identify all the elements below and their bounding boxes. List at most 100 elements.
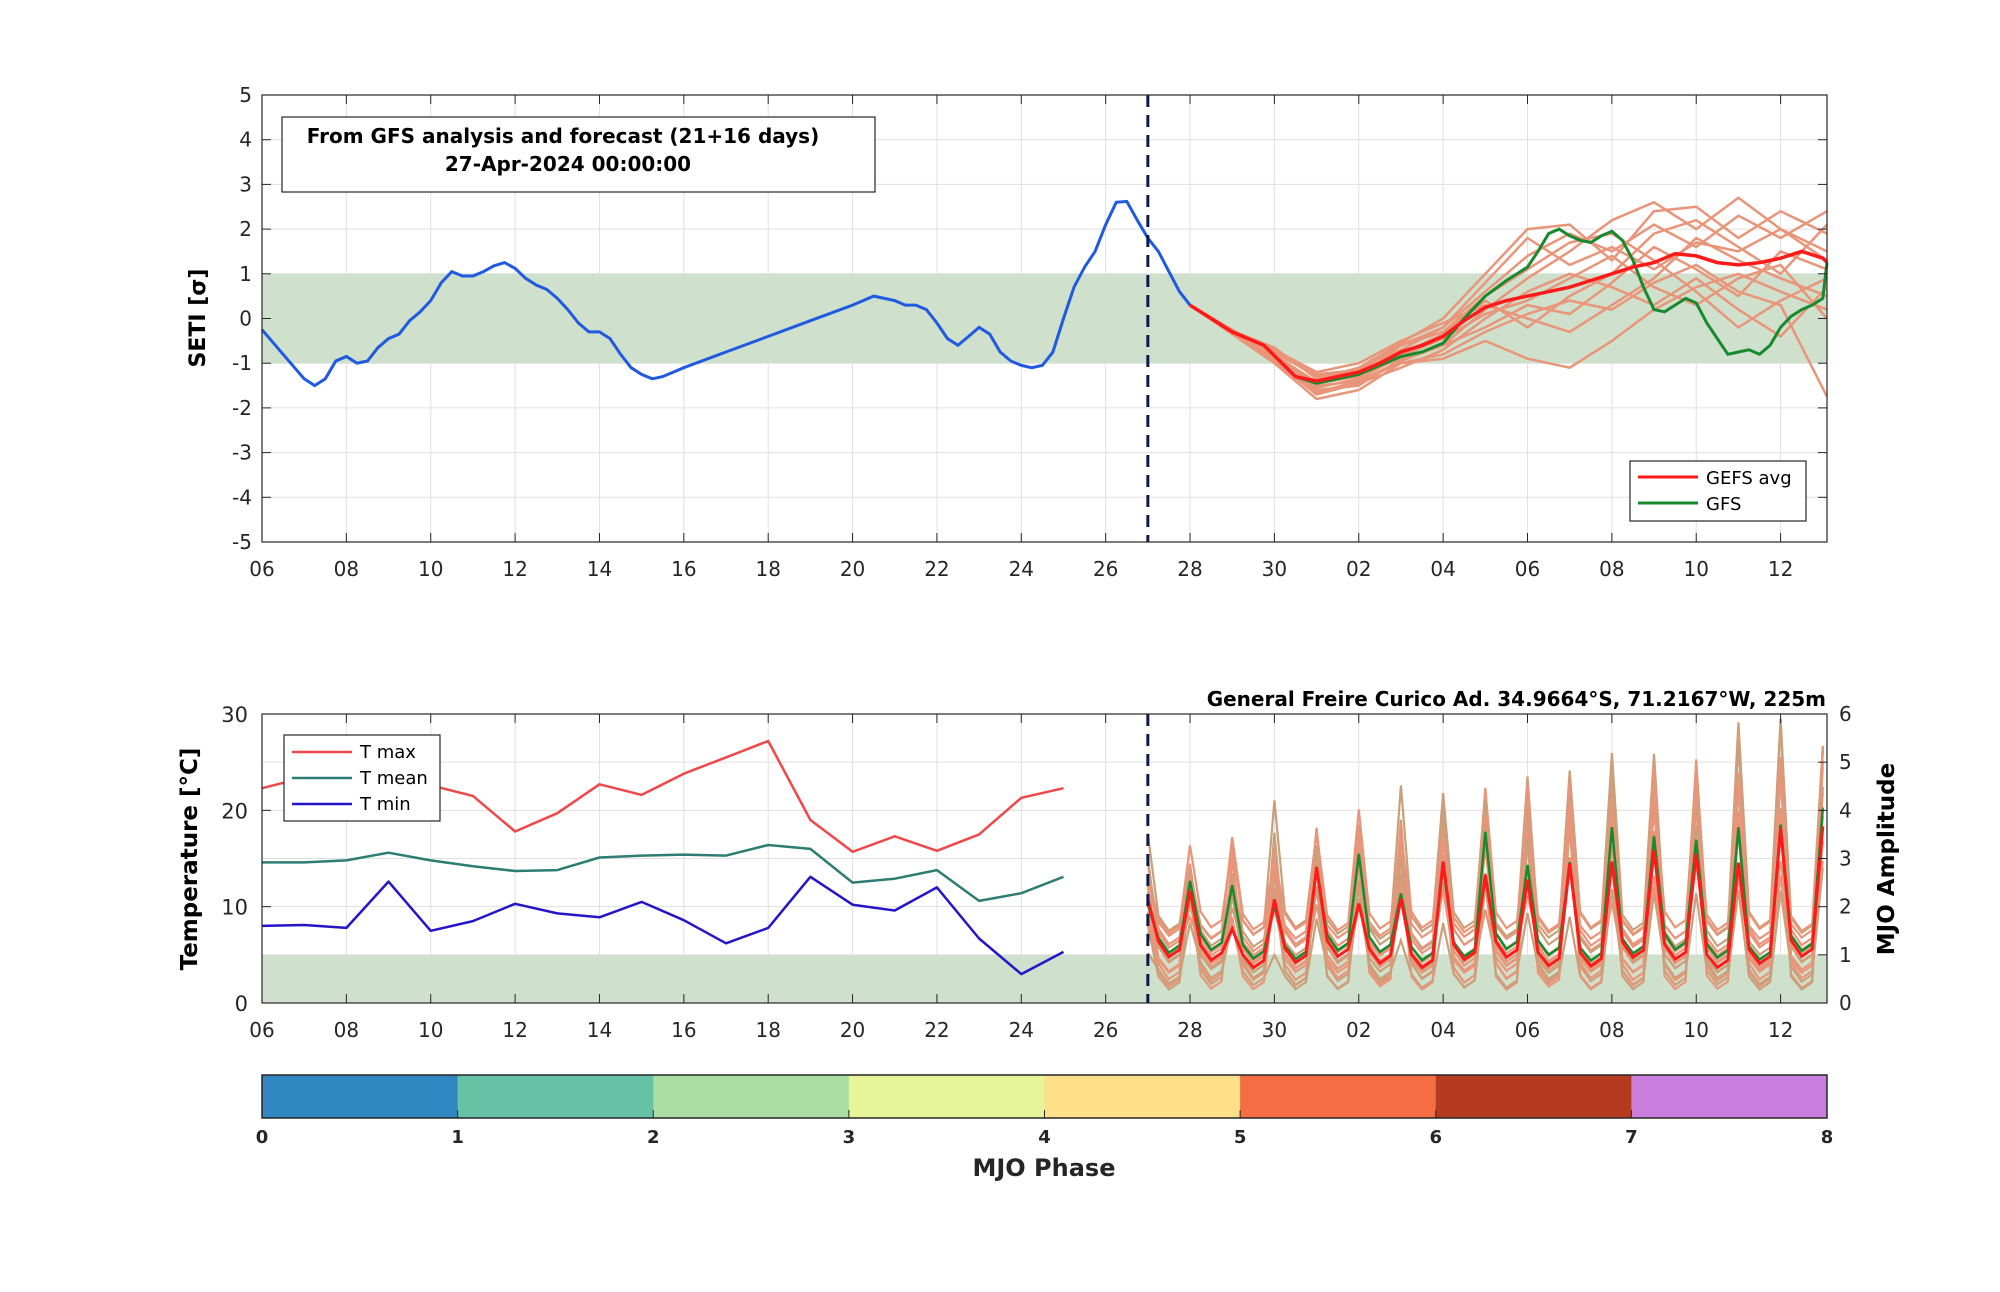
seti-y-axis-label: SETI [σ] xyxy=(186,269,211,368)
seti-ensemble-members xyxy=(1189,196,1829,401)
mjo-y-tick-label: 2 xyxy=(1839,895,1852,919)
temperature-x-tick-label: 26 xyxy=(1093,1018,1118,1042)
colorbar-cell xyxy=(1044,1075,1241,1118)
seti-y-tick-label: 1 xyxy=(239,262,252,286)
temperature-x-tick-label: 14 xyxy=(587,1018,612,1042)
seti-x-tick-label: 28 xyxy=(1177,557,1202,581)
seti-x-tick-label: 14 xyxy=(587,557,612,581)
mjo-y-tick-label: 5 xyxy=(1839,750,1852,774)
colorbar-tick-label: 2 xyxy=(647,1127,660,1148)
seti-y-tick-label: 2 xyxy=(239,217,252,241)
seti-x-tick-label: 26 xyxy=(1093,557,1118,581)
temperature-x-tick-label: 24 xyxy=(1009,1018,1034,1042)
legend-label-tmean: T mean xyxy=(359,768,428,789)
temperature-x-tick-label: 22 xyxy=(924,1018,949,1042)
seti-y-ticks: 5 4 3 2 1 0 -1 -2 -3 -4 -5 xyxy=(232,83,1827,554)
seti-info-box: From GFS analysis and forecast (21+16 da… xyxy=(281,116,876,193)
seti-ensemble-member-line xyxy=(1189,232,1828,376)
colorbar-tick-label: 4 xyxy=(1038,1127,1051,1148)
temperature-y-tick-label: 10 xyxy=(221,896,248,920)
seti-y-tick-label: -3 xyxy=(232,441,252,465)
legend-label-gfs: GFS xyxy=(1706,494,1741,515)
tmin-line xyxy=(261,875,1065,976)
temperature-y-tick-label: 0 xyxy=(235,992,248,1016)
colorbar-tick-label: 8 xyxy=(1821,1127,1834,1148)
colorbar-tick-label: 3 xyxy=(843,1127,856,1148)
temperature-x-tick-label: 10 xyxy=(418,1018,443,1042)
temperature-x-tick-label: 04 xyxy=(1430,1018,1455,1042)
mjo-y-tick-label: 0 xyxy=(1839,991,1852,1015)
colorbar-cell xyxy=(262,1075,459,1118)
colorbar-tick-label: 0 xyxy=(256,1127,269,1148)
mjo-amplitude-axis-label: MJO Amplitude xyxy=(1874,763,1900,955)
temperature-x-tick-label: 08 xyxy=(1599,1018,1624,1042)
seti-x-tick-label: 18 xyxy=(755,557,780,581)
seti-x-tick-label: 22 xyxy=(924,557,949,581)
seti-ensemble-member-line xyxy=(1189,254,1828,390)
mjo-ensemble-member-line xyxy=(1146,752,1824,975)
seti-x-tick-label: 10 xyxy=(1684,557,1709,581)
mjo-gefs-avg-line xyxy=(1146,826,1825,970)
seti-y-tick-label: 3 xyxy=(239,172,252,196)
temperature-legend: T max T mean T min xyxy=(283,734,441,822)
info-box-frame xyxy=(281,116,876,193)
colorbar-cell xyxy=(653,1075,850,1118)
colorbar-cell xyxy=(457,1075,654,1118)
seti-x-tick-label: 10 xyxy=(418,557,443,581)
mjo-phase-colorbar: 0 1 2 3 4 5 6 7 8 MJO Phase xyxy=(256,1074,1834,1182)
seti-legend-frame xyxy=(1629,460,1807,522)
station-label: General Freire Curico Ad. 34.9664°S, 71.… xyxy=(1207,687,1826,711)
colorbar-cell xyxy=(1240,1075,1437,1118)
seti-x-tick-label: 16 xyxy=(671,557,696,581)
seti-gefs-avg-line xyxy=(1189,249,1829,383)
colorbar-tick-label: 7 xyxy=(1625,1127,1638,1148)
colorbar-cells xyxy=(262,1075,1828,1118)
seti-y-tick-label: -5 xyxy=(232,530,252,554)
mjo-ensemble-member-line xyxy=(1146,745,1824,941)
info-box-line-2: 27-Apr-2024 00:00:00 xyxy=(445,152,691,176)
mjo-y-tick-label: 6 xyxy=(1839,702,1852,726)
mjo-amplitude-ensemble xyxy=(1146,718,1825,991)
mjo-ensemble-member-line xyxy=(1146,827,1824,958)
seti-y-tick-label: -1 xyxy=(232,351,252,375)
temperature-x-tick-label: 10 xyxy=(1684,1018,1709,1042)
legend-label-tmax: T max xyxy=(359,742,416,763)
mjo-y-tick-label: 1 xyxy=(1839,943,1852,967)
colorbar-cell xyxy=(1631,1075,1828,1118)
temperature-y-tick-label: 20 xyxy=(221,799,248,823)
seti-gfs-line xyxy=(1189,227,1829,385)
mjo-ensemble-member-line xyxy=(1146,718,1824,975)
seti-ensemble-member-line xyxy=(1189,263,1829,401)
seti-x-tick-label: 08 xyxy=(1599,557,1624,581)
seti-x-tick-label: 02 xyxy=(1346,557,1371,581)
colorbar-tick-label: 1 xyxy=(451,1127,464,1148)
temperature-x-tick-label: 30 xyxy=(1262,1018,1287,1042)
legend-label-gefs-avg: GEFS avg xyxy=(1706,468,1792,489)
mjo-y-tick-label: 4 xyxy=(1839,798,1852,822)
temperature-x-tick-label: 16 xyxy=(671,1018,696,1042)
temperature-x-tick-label: 06 xyxy=(249,1018,274,1042)
mjo-y-tick-label: 3 xyxy=(1839,847,1852,871)
temperature-x-tick-label: 18 xyxy=(755,1018,780,1042)
seti-x-tick-label: 30 xyxy=(1262,557,1287,581)
colorbar-tick-label: 6 xyxy=(1429,1127,1442,1148)
seti-x-ticks: 06 08 10 12 14 16 18 20 22 24 26 28 30 02 04 06 08 10 12 xyxy=(249,95,1793,581)
seti-x-tick-label: 12 xyxy=(502,557,527,581)
mjo-amplitude-y-ticks: 6 5 4 3 2 1 0 xyxy=(1818,702,1852,1015)
colorbar-tick-label: 5 xyxy=(1234,1127,1247,1148)
seti-y-tick-label: 5 xyxy=(239,83,252,107)
seti-x-tick-label: 06 xyxy=(1515,557,1540,581)
seti-x-tick-label: 12 xyxy=(1768,557,1793,581)
colorbar-label: MJO Phase xyxy=(972,1154,1115,1182)
seti-legend: GEFS avg GFS xyxy=(1629,460,1807,522)
seti-y-tick-label: -4 xyxy=(232,485,252,509)
seti-ensemble-member-line xyxy=(1189,218,1828,384)
temperature-x-tick-label: 20 xyxy=(840,1018,865,1042)
seti-x-tick-label: 06 xyxy=(249,557,274,581)
seti-y-tick-label: -2 xyxy=(232,396,252,420)
mjo-gfs-line xyxy=(1146,808,1825,963)
legend-label-tmin: T min xyxy=(359,794,411,815)
temperature-x-tick-label: 06 xyxy=(1515,1018,1540,1042)
seti-ensemble-member-line xyxy=(1189,236,1828,374)
